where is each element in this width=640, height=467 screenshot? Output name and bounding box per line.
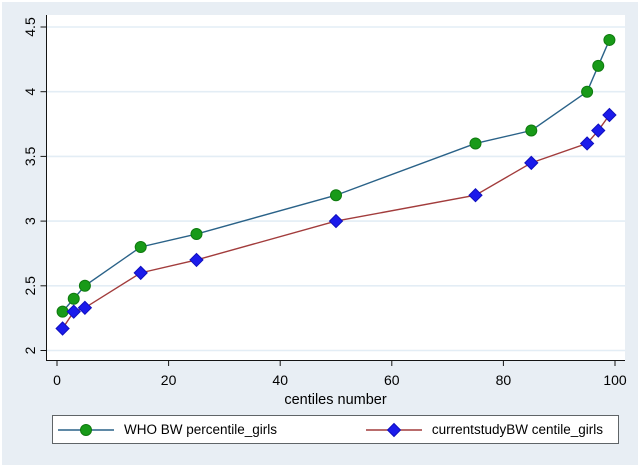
- legend-label-who: WHO BW percentile_girls: [124, 422, 278, 437]
- data-point-diamond-s1-x85: [524, 155, 539, 171]
- y-tick-label-3.5: 3.5: [22, 146, 38, 166]
- data-point-circle-s0-x85: [525, 124, 538, 137]
- data-point-circle-s0-x75: [469, 137, 482, 150]
- data-point-diamond-s1-x97: [591, 123, 606, 138]
- data-point-diamond-s1-x3: [66, 304, 81, 319]
- legend-entry-who: WHO BW percentile_girls: [58, 422, 277, 438]
- data-point-circle-s0-x50: [330, 189, 342, 202]
- y-tick-label-4: 4: [22, 88, 38, 96]
- data-point-diamond-s1-x5: [77, 300, 93, 316]
- x-tick-label-60: 60: [384, 372, 400, 388]
- data-point-diamond-s1-x99: [602, 107, 617, 123]
- legend-entry-currentstudy: currentstudyBW centile_girls: [365, 422, 603, 438]
- legend-key-who-circle-icon: [58, 423, 114, 436]
- y-tick-label-2: 2: [22, 346, 38, 354]
- legend-key-currentstudy-diamond-icon: [365, 422, 422, 437]
- y-tick-label-4.5: 4.5: [22, 17, 38, 37]
- data-point-circle-s0-x3: [67, 292, 80, 305]
- data-point-circle-s0-x15: [134, 240, 147, 253]
- x-tick-label-0: 0: [53, 372, 61, 388]
- x-tick-label-100: 100: [603, 372, 627, 388]
- data-point-diamond-s1-x1: [55, 321, 70, 336]
- data-point-diamond-s1-x50: [328, 213, 344, 229]
- plot-region: [46, 15, 625, 361]
- legend: WHO BW percentile_girls currentstudyBW c…: [52, 415, 619, 444]
- data-point-diamond-s1-x15: [133, 265, 148, 281]
- data-point-circle-s0-x25: [190, 228, 203, 241]
- data-point-diamond-s1-x75: [468, 188, 483, 203]
- x-tick-label-80: 80: [496, 372, 512, 388]
- x-axis-title: centiles number: [284, 392, 387, 408]
- data-point-circle-s0-x95: [581, 85, 594, 98]
- y-tick-label-3: 3: [22, 217, 38, 225]
- x-tick-label-40: 40: [272, 372, 288, 388]
- y-tick-label-2.5: 2.5: [22, 276, 38, 296]
- data-point-circle-s0-x97: [592, 59, 605, 72]
- data-point-diamond-s1-x25: [189, 252, 204, 268]
- x-tick-label-20: 20: [161, 372, 177, 388]
- data-point-circle-s0-x5: [78, 279, 91, 292]
- legend-label-currentstudy: currentstudyBW centile_girls: [431, 422, 603, 437]
- plot-area: 2 2.5 3 3.5 4 4.5 0 20 40 60 80 100 centiles number: [22, 15, 627, 408]
- data-point-circle-s0-x99: [603, 33, 616, 46]
- data-point-diamond-s1-x95: [579, 136, 595, 151]
- data-point-circle-s0-x1: [56, 305, 69, 318]
